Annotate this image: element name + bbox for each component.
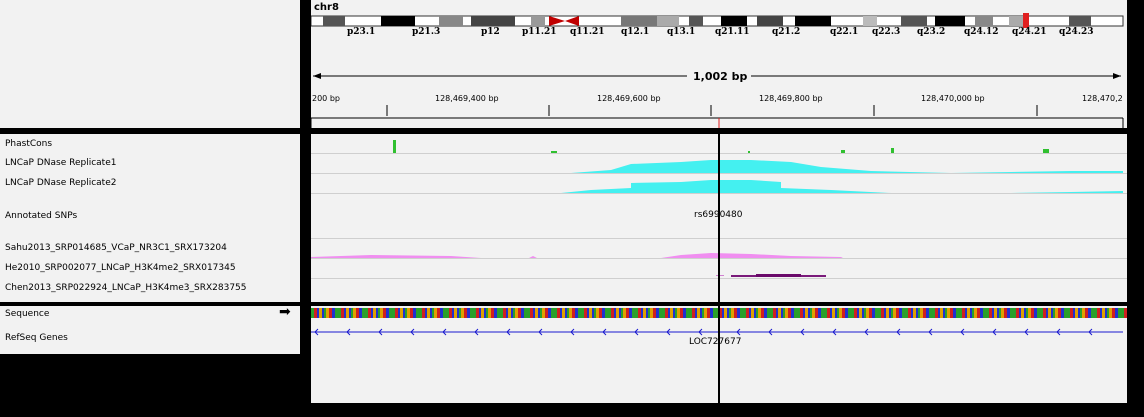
cytoband-label: q22.1 <box>830 27 859 37</box>
cytoband-label: q11.21 <box>570 27 605 37</box>
cytoband-label: q22.3 <box>872 27 901 37</box>
refseq-gene-model[interactable] <box>311 328 1123 336</box>
track-name-dnase2[interactable]: LNCaP DNase Replicate2 <box>5 178 117 188</box>
ruler-tick-label: 200 bp <box>312 94 340 103</box>
cytoband-label: q23.2 <box>917 27 946 37</box>
track-name-he[interactable]: He2010_SRP002077_LNCaP_H3K4me2_SRX017345 <box>5 263 236 273</box>
region-span-label: 1,002 bp <box>693 70 748 83</box>
ruler-tick-label: 128,470,2 <box>1082 94 1123 103</box>
cytoband-label: q12.1 <box>621 27 650 37</box>
cytoband-label: q24.23 <box>1059 27 1094 37</box>
ruler-tick-label: 128,469,800 bp <box>759 94 823 103</box>
chromosome-label: chr8 <box>314 2 339 13</box>
track-name-sequence[interactable]: Sequence <box>5 309 50 319</box>
track-name-refseq[interactable]: RefSeq Genes <box>5 333 68 343</box>
cytoband-label: p23.1 <box>347 27 376 37</box>
track-name-phastcons[interactable]: PhastCons <box>5 139 53 149</box>
ruler-tick-label: 128,469,600 bp <box>597 94 661 103</box>
cytoband-label: p11.21 <box>522 27 557 37</box>
dnase1-signal <box>571 160 1123 173</box>
strand-arrow-icon[interactable]: ➡ <box>279 304 291 320</box>
center-cursor-line <box>718 134 720 403</box>
cytoband-label: q24.12 <box>964 27 999 37</box>
cytoband-label: q21.11 <box>715 27 750 37</box>
track-name-chen[interactable]: Chen2013_SRP022924_LNCaP_H3K4me3_SRX2837… <box>5 283 247 293</box>
track-name-snps[interactable]: Annotated SNPs <box>5 211 78 221</box>
centromere-q-icon <box>565 16 579 26</box>
cytoband-label: p12 <box>481 27 500 37</box>
cytoband-label: q21.2 <box>772 27 801 37</box>
cytoband-label: p21.3 <box>412 27 441 37</box>
cytoband-label: q24.21 <box>1012 27 1047 37</box>
ruler-tick-label: 128,469,400 bp <box>435 94 499 103</box>
track-name-panel: PhastCons LNCaP DNase Replicate1 LNCaP D… <box>0 134 300 302</box>
chromosome-ideogram[interactable] <box>311 0 1127 128</box>
dnase2-signal <box>561 180 1123 193</box>
header-name-panel <box>0 0 300 128</box>
sahu-signal <box>311 253 843 258</box>
cytoband-label: q13.1 <box>667 27 696 37</box>
he-signal <box>716 275 724 276</box>
track-name-sahu[interactable]: Sahu2013_SRP014685_VCaP_NR3C1_SRX173204 <box>5 243 227 253</box>
centromere-p-icon <box>549 16 565 26</box>
current-region-marker <box>1023 13 1029 28</box>
gene-feature-label[interactable]: LOC727677 <box>689 337 742 347</box>
feature-name-panel: Sequence ➡ RefSeq Genes <box>0 304 300 354</box>
chen-signal <box>731 274 826 277</box>
ruler-tick-label: 128,470,000 bp <box>921 94 985 103</box>
phastcons-signal <box>393 140 1049 153</box>
track-name-dnase1[interactable]: LNCaP DNase Replicate1 <box>5 158 117 168</box>
header-data-panel[interactable]: chr8 <box>311 0 1127 128</box>
